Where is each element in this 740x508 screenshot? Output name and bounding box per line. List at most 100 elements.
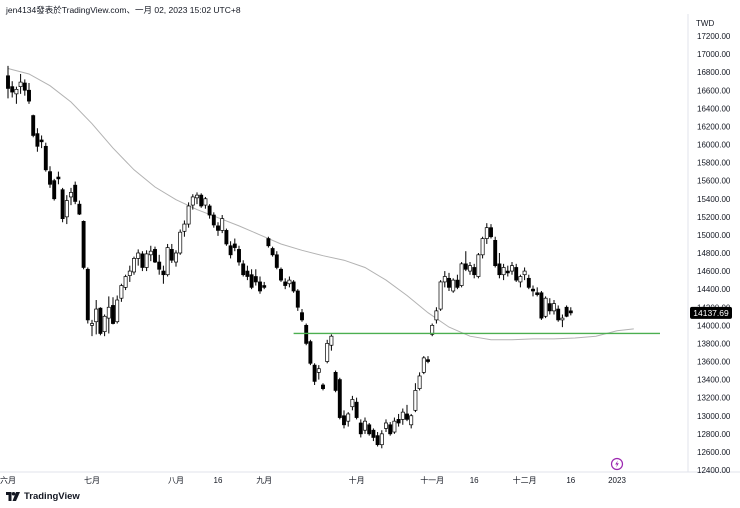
y-tick-label: 12600.00 [697, 448, 731, 457]
candle-body [472, 267, 477, 276]
candle-body [287, 279, 292, 285]
y-tick-label: 15400.00 [697, 195, 731, 204]
y-tick-label: 13400.00 [697, 376, 731, 385]
candle-body [199, 194, 204, 207]
candle-body [463, 263, 468, 270]
candle-body [409, 415, 414, 426]
x-tick-label: 九月 [256, 476, 272, 485]
candle-body [27, 89, 31, 102]
x-tick-label: 十月 [349, 475, 365, 485]
candle-body [379, 433, 384, 446]
candle-body [216, 225, 220, 231]
candle-body [190, 196, 195, 206]
y-tick-label: 16800.00 [697, 68, 731, 77]
tradingview-brand[interactable]: TradingView [6, 491, 80, 502]
candle-body [304, 324, 309, 344]
candle-body [560, 317, 565, 321]
y-tick-label: 13800.00 [697, 339, 731, 348]
candle-body [148, 250, 153, 256]
x-tick-label: 六月 [0, 475, 16, 485]
candle-body [10, 86, 15, 93]
candle-body [249, 274, 254, 288]
candle-body [367, 424, 372, 435]
candle-body [6, 75, 10, 89]
candle-body [468, 265, 472, 272]
candle-body [371, 429, 376, 438]
candle-body [405, 413, 409, 420]
candle-body [73, 184, 78, 202]
candle-body [77, 203, 82, 215]
candle-body [333, 372, 338, 391]
candle-body [329, 335, 334, 346]
candle-body [60, 189, 65, 219]
candle-body [312, 364, 317, 382]
candle-body [358, 422, 363, 435]
candle-body [493, 239, 498, 267]
candle-body [232, 243, 237, 248]
candle-body [161, 270, 166, 276]
candle-body [157, 261, 162, 270]
candle-body [568, 310, 573, 314]
y-tick-label: 13600.00 [697, 358, 731, 367]
candle-body [564, 306, 569, 317]
candle-body [241, 263, 246, 276]
candle-body [136, 252, 141, 259]
candle-body [455, 279, 460, 288]
candle-body [518, 276, 523, 283]
candle-body [220, 218, 225, 231]
candle-body [413, 390, 418, 411]
candle-body [228, 245, 233, 256]
y-tick-label: 16200.00 [697, 122, 731, 131]
chart-publisher-header: jen4134發表於TradingView.com、一月 02, 2023 15… [6, 5, 241, 15]
candle-body [514, 267, 519, 281]
candle-body [186, 205, 191, 225]
candle-body [127, 270, 132, 276]
candle-body [224, 230, 229, 245]
candle-body [451, 279, 456, 292]
candle-body [354, 401, 359, 418]
candle-body [291, 281, 296, 292]
candle-body [421, 357, 426, 373]
last-price-label: 14137.69 [693, 308, 729, 318]
candle-body [392, 420, 397, 433]
candle-body [56, 176, 61, 180]
last-price-tag: 14137.69 [690, 306, 732, 319]
candle-body [522, 270, 527, 276]
candle-body [384, 422, 388, 429]
candle-body [489, 227, 493, 238]
candle-body [111, 305, 115, 324]
tradingview-logo-icon [6, 492, 20, 501]
moving-average-line [7, 68, 634, 341]
candle-body [396, 419, 401, 424]
candle-body [237, 249, 241, 263]
y-tick-label: 13000.00 [697, 412, 731, 421]
last-price-tag-background [690, 306, 732, 319]
candle-body [253, 276, 258, 283]
candle-body [430, 324, 435, 335]
candle-body [81, 221, 86, 268]
candle-body [144, 253, 149, 268]
candle-body [165, 247, 170, 276]
candle-body [417, 375, 422, 389]
candle-body [203, 198, 208, 206]
candle-body [123, 276, 128, 288]
x-tick-label: 2023 [608, 476, 626, 485]
candle-body [14, 88, 19, 95]
y-tick-label: 16400.00 [697, 104, 731, 113]
candle-body [85, 268, 90, 321]
candle-series [6, 65, 573, 449]
y-tick-label: 13200.00 [697, 394, 731, 403]
x-tick-label: 16 [566, 476, 575, 485]
candle-body [207, 205, 212, 216]
candle-body [35, 133, 40, 147]
x-axis-ticks: 六月 七月 八月 16 九月 十月 十一月 16 十二月 16 2023 [0, 475, 626, 485]
x-tick-label: 16 [470, 476, 479, 485]
candle-body [102, 315, 107, 333]
candle-body [342, 415, 346, 426]
x-tick-label: 八月 [168, 476, 184, 485]
lightning-event-icon[interactable] [610, 457, 624, 471]
candle-body [31, 115, 36, 136]
y-tick-label: 12800.00 [697, 430, 731, 439]
candle-body [266, 238, 271, 247]
